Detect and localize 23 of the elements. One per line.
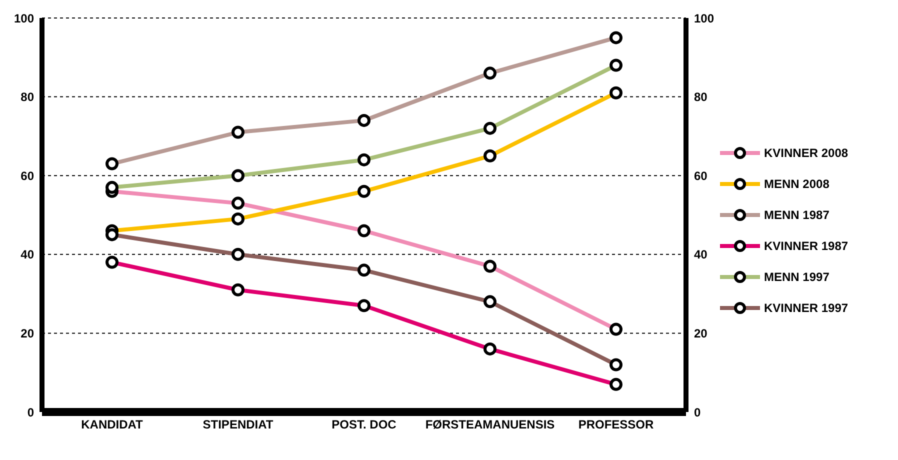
legend-label: KVINNER 1987 xyxy=(764,238,848,252)
y-tick-label: 20 xyxy=(20,326,34,340)
y2-tick-label: 80 xyxy=(694,90,708,104)
x-tick-label: KANDIDAT xyxy=(81,418,144,432)
legend-label: MENN 1987 xyxy=(764,208,830,222)
y2-tick-label: 0 xyxy=(694,405,701,420)
legend-label: MENN 1997 xyxy=(764,270,830,284)
x-tick-label: POST. DOC xyxy=(332,418,397,432)
legend-label: KVINNER 2008 xyxy=(764,146,848,160)
y-tick-label: 0 xyxy=(27,405,34,420)
x-tick-label: STIPENDIAT xyxy=(202,418,274,432)
y2-tick-label: 100 xyxy=(694,11,714,26)
legend-label: KVINNER 1997 xyxy=(764,300,848,314)
y2-tick-label: 60 xyxy=(694,168,708,183)
x-tick-label: PROFESSOR xyxy=(578,418,654,432)
y-tick-label: 80 xyxy=(20,90,34,104)
legend-label: MENN 2008 xyxy=(764,176,830,190)
y-tick-label: 100 xyxy=(14,11,34,26)
y-tick-label: 60 xyxy=(20,168,34,183)
y2-tick-label: 40 xyxy=(694,248,708,262)
y-tick-label: 40 xyxy=(20,248,34,262)
x-tick-label: FØRSTEAMANUENSIS xyxy=(425,418,555,432)
y2-tick-label: 20 xyxy=(694,326,708,340)
